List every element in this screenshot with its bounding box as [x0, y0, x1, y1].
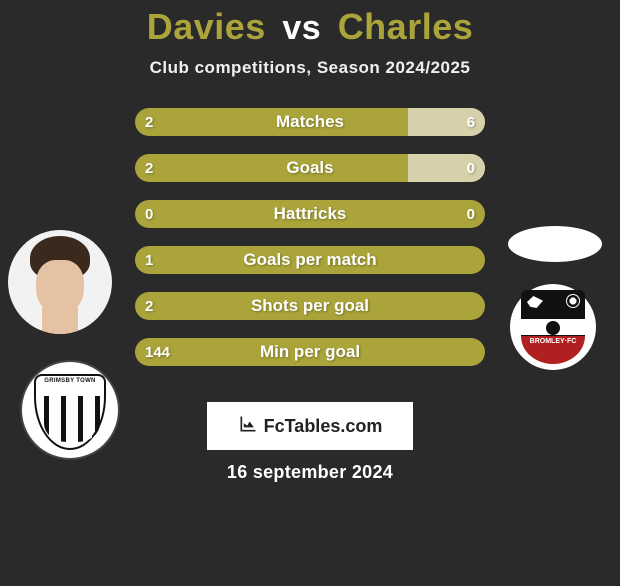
stat-row: 2Shots per goal [135, 292, 485, 320]
watermark: FcTables.com [207, 402, 413, 450]
stat-left-value: 144 [145, 344, 170, 361]
player2-name: Charles [338, 6, 474, 47]
stat-row: 144Min per goal [135, 338, 485, 366]
subtitle: Club competitions, Season 2024/2025 [0, 58, 620, 78]
player1-club-name: GRIMSBY TOWN [36, 376, 104, 384]
stat-left-value: 2 [145, 160, 153, 177]
stat-right-value: 0 [467, 206, 475, 223]
stat-label: Goals per match [135, 250, 485, 270]
vs-text: vs [282, 9, 321, 47]
stat-row: 2Goals0 [135, 154, 485, 182]
stat-row: 1Goals per match [135, 246, 485, 274]
stats-bars: 2Matches62Goals00Hattricks01Goals per ma… [135, 108, 485, 384]
watermark-text: FcTables.com [264, 416, 383, 437]
stat-right-value: 6 [467, 114, 475, 131]
date-text: 16 september 2024 [0, 462, 620, 483]
stat-left-value: 2 [145, 298, 153, 315]
stat-label: Shots per goal [135, 296, 485, 316]
player2-club-name: BROMLEY·FC [521, 336, 585, 364]
stat-row: 0Hattricks0 [135, 200, 485, 228]
stat-left-value: 2 [145, 114, 153, 131]
stat-label: Hattricks [135, 204, 485, 224]
chart-icon [238, 414, 258, 439]
player1-avatar [8, 230, 112, 334]
stat-right-value: 0 [467, 160, 475, 177]
stat-label: Min per goal [135, 342, 485, 362]
player2-club-badge: BROMLEY·FC [510, 284, 596, 370]
comparison-title: Davies vs Charles [0, 6, 620, 48]
stat-left-value: 1 [145, 252, 153, 269]
player1-name: Davies [147, 6, 266, 47]
stat-row: 2Matches6 [135, 108, 485, 136]
player1-club-badge: GRIMSBY TOWN [20, 360, 120, 460]
player2-avatar-placeholder [508, 226, 602, 262]
stat-left-value: 0 [145, 206, 153, 223]
